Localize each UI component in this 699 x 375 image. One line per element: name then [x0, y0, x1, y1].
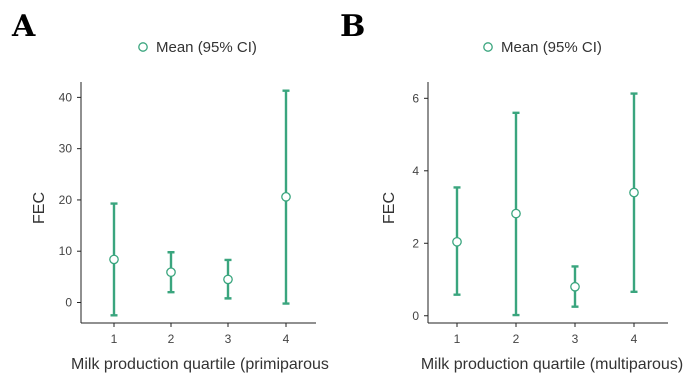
panel-a-mean-point-q3: [223, 274, 233, 285]
panel-b-letter: B: [340, 9, 365, 44]
panel-b-mean-point-q1: [452, 236, 462, 247]
panel-a-legend: Mean (95% CI): [138, 39, 257, 56]
panel-a-y-tick-label: 20: [59, 193, 73, 207]
panel-a-mean-point-q4: [281, 192, 291, 202]
panel-b-legend-marker: [483, 42, 493, 52]
panel-b-y-tick-label: 0: [412, 309, 419, 323]
panel-b-mean-point-q4: [629, 187, 639, 198]
panel-b-y-tick-label: 6: [412, 91, 419, 105]
panel-a-y-tick-label: 30: [59, 142, 73, 156]
panel-a-mean-point-q2: [166, 267, 176, 278]
panel-b-chart: B Mean (95% CI) FEC Milk production quar…: [340, 9, 683, 373]
panel-b-legend-label: Mean (95% CI): [501, 39, 602, 56]
panel-a-y-axis-title: FEC: [31, 192, 48, 224]
panel-a-x-tick-label: 2: [168, 332, 175, 346]
panel-b-x-tick-label: 3: [572, 332, 579, 346]
panel-a-y-tick-label: 40: [59, 90, 73, 104]
panel-a-mean-point-q1: [109, 254, 119, 265]
panel-b-x-axis-title: Milk production quartile (multiparous): [421, 356, 683, 373]
panel-a-legend-marker: [138, 42, 148, 52]
panel-b-y-tick-label: 2: [412, 236, 419, 250]
panel-a-x-tick-label: 4: [283, 332, 290, 346]
panel-a-y-tick-label: 10: [59, 244, 73, 258]
panel-b-x-tick-label: 2: [513, 332, 520, 346]
panel-b-mean-point-q3: [570, 281, 580, 292]
panel-b-x-tick-label: 4: [631, 332, 638, 346]
panel-a-x-tick-label: 3: [225, 332, 232, 346]
panel-b-legend: Mean (95% CI): [483, 39, 602, 56]
panel-b-y-tick-label: 4: [412, 164, 419, 178]
panel-b-x-tick-label: 1: [454, 332, 461, 346]
panel-a-chart: A Mean (95% CI) FEC Milk production quar…: [11, 9, 329, 373]
panel-b-mean-point-q2: [511, 208, 521, 219]
panel-a-y-tick-label: 0: [65, 295, 72, 309]
panel-a-legend-label: Mean (95% CI): [156, 39, 257, 56]
panel-a-x-tick-label: 1: [111, 332, 118, 346]
panel-a-letter: A: [11, 9, 36, 44]
panel-b-y-axis-title: FEC: [381, 192, 398, 224]
panel-a-x-axis-title: Milk production quartile (primiparous: [71, 356, 329, 373]
